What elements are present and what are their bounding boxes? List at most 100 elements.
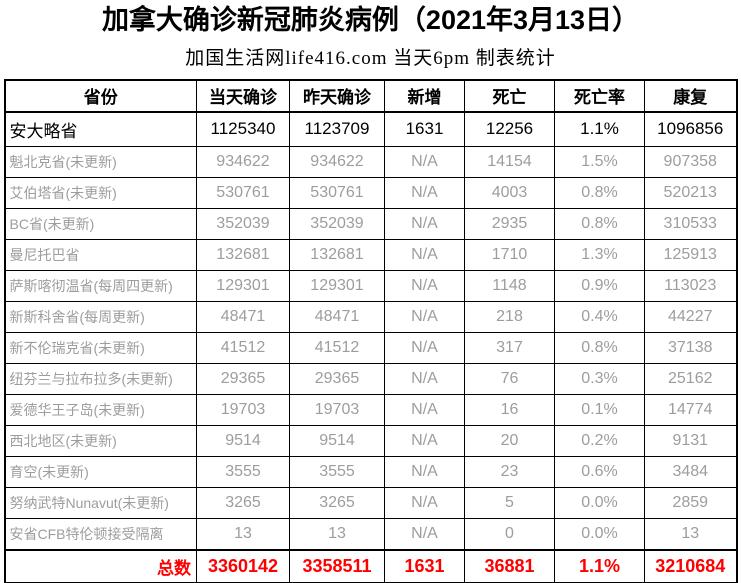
value-cell: 352039 <box>196 208 290 241</box>
value-cell: 29365 <box>289 363 385 396</box>
province-cell: 努纳武特Nunavut(未更新) <box>4 487 197 520</box>
value-cell: N/A <box>384 332 465 365</box>
table-row: 爱德华王子岛(未更新) 19703 19703 N/A 16 0.1% 14774 <box>4 394 737 427</box>
value-cell: 3210684 <box>644 548 737 583</box>
column-header-deaths: 死亡 <box>464 79 555 113</box>
value-cell: 0.2% <box>554 425 645 458</box>
value-cell: 76 <box>464 363 555 396</box>
value-cell: 352039 <box>289 208 385 241</box>
value-cell: 317 <box>464 332 555 365</box>
value-cell: 1631 <box>384 111 465 148</box>
value-cell: 0.8% <box>554 177 645 210</box>
value-cell: 41512 <box>196 332 290 365</box>
province-cell: 西北地区(未更新) <box>4 425 197 458</box>
value-cell: 2859 <box>644 487 737 520</box>
province-cell: 安省CFB特伦顿接受隔离 <box>4 518 197 551</box>
value-cell: 129301 <box>196 270 290 303</box>
value-cell: 23 <box>464 456 555 489</box>
table-row: 萨斯喀彻温省(每周四更新) 129301 129301 N/A 1148 0.9% 1130… <box>4 270 737 303</box>
value-cell: 0.6% <box>554 456 645 489</box>
value-cell: N/A <box>384 425 465 458</box>
value-cell: N/A <box>384 177 465 210</box>
province-cell: 艾伯塔省(未更新) <box>4 177 197 210</box>
value-cell: 907358 <box>644 146 737 179</box>
value-cell: N/A <box>384 518 465 551</box>
value-cell: 9131 <box>644 425 737 458</box>
value-cell: 12256 <box>464 111 555 148</box>
table-row: 新不伦瑞克省(未更新) 41512 41512 N/A 317 0.8% 37138 <box>4 332 737 365</box>
page-subtitle: 加国生活网life416.com 当天6pm 制表统计 <box>185 47 556 69</box>
province-cell: 爱德华王子岛(未更新) <box>4 394 197 427</box>
value-cell: 132681 <box>289 239 385 272</box>
value-cell: N/A <box>384 363 465 396</box>
column-header-province: 省份 <box>4 79 197 113</box>
value-cell: N/A <box>384 239 465 272</box>
province-cell: 育空(未更新) <box>4 456 197 489</box>
covid-stats-table: 省份 当天确诊 昨天确诊 新增 死亡 死亡率 康复 安大略省 1125340 112… <box>3 78 738 583</box>
value-cell: 3360142 <box>196 548 290 583</box>
page-title: 加拿大确诊新冠肺炎病例（2021年3月13日） <box>101 5 640 35</box>
value-cell: 48471 <box>196 301 290 334</box>
value-cell: 13 <box>644 518 737 551</box>
table-row: 努纳武特Nunavut(未更新) 3265 3265 N/A 5 0.0% 2859 <box>4 487 737 520</box>
value-cell: 5 <box>464 487 555 520</box>
table-row: BC省(未更新) 352039 352039 N/A 2935 0.8% 310533 <box>4 208 737 241</box>
value-cell: 520213 <box>644 177 737 210</box>
value-cell: 14774 <box>644 394 737 427</box>
value-cell: 37138 <box>644 332 737 365</box>
value-cell: 0.0% <box>554 487 645 520</box>
column-header-new: 新增 <box>384 79 465 113</box>
value-cell: 310533 <box>644 208 737 241</box>
value-cell: 1631 <box>384 548 465 583</box>
value-cell: 113023 <box>644 270 737 303</box>
value-cell: 4003 <box>464 177 555 210</box>
value-cell: 19703 <box>196 394 290 427</box>
value-cell: 3265 <box>289 487 385 520</box>
province-cell: 萨斯喀彻温省(每周四更新) <box>4 270 197 303</box>
province-cell: BC省(未更新) <box>4 208 197 241</box>
value-cell: N/A <box>384 456 465 489</box>
table-row: 曼尼托巴省 132681 132681 N/A 1710 1.3% 125913 <box>4 239 737 272</box>
table-row: 安省CFB特伦顿接受隔离 13 13 N/A 0 0.0% 13 <box>4 518 737 551</box>
value-cell: 1123709 <box>289 111 385 148</box>
value-cell: 530761 <box>196 177 290 210</box>
value-cell: 1.1% <box>554 548 645 583</box>
value-cell: 530761 <box>289 177 385 210</box>
value-cell: N/A <box>384 208 465 241</box>
province-cell: 曼尼托巴省 <box>4 239 197 272</box>
value-cell: 3484 <box>644 456 737 489</box>
value-cell: 9514 <box>196 425 290 458</box>
value-cell: 2935 <box>464 208 555 241</box>
table-row: 艾伯塔省(未更新) 530761 530761 N/A 4003 0.8% 520213 <box>4 177 737 210</box>
value-cell: 0.0% <box>554 518 645 551</box>
value-cell: 0.8% <box>554 332 645 365</box>
value-cell: 0.8% <box>554 208 645 241</box>
value-cell: 132681 <box>196 239 290 272</box>
table-row: 新斯科舍省(每周更新) 48471 48471 N/A 218 0.4% 44227 <box>4 301 737 334</box>
column-header-rate: 死亡率 <box>554 79 645 113</box>
value-cell: 16 <box>464 394 555 427</box>
value-cell: 25162 <box>644 363 737 396</box>
value-cell: 1096856 <box>644 111 737 148</box>
table-total-row: 总数 3360142 3358511 1631 36881 1.1% 3210684 <box>4 548 737 583</box>
value-cell: 0.3% <box>554 363 645 396</box>
value-cell: 1.3% <box>554 239 645 272</box>
table-header-row: 省份 当天确诊 昨天确诊 新增 死亡 死亡率 康复 <box>4 79 737 113</box>
table-row: 育空(未更新) 3555 3555 N/A 23 0.6% 3484 <box>4 456 737 489</box>
value-cell: N/A <box>384 146 465 179</box>
value-cell: 218 <box>464 301 555 334</box>
value-cell: 3265 <box>196 487 290 520</box>
value-cell: 1710 <box>464 239 555 272</box>
table-body: 安大略省 1125340 1123709 1631 12256 1.1% 1096856 魁北… <box>4 111 737 583</box>
value-cell: 1.1% <box>554 111 645 148</box>
table-row: 魁北克省(未更新) 934622 934622 N/A 14154 1.5% 907358 <box>4 146 737 179</box>
value-cell: 0.9% <box>554 270 645 303</box>
table-row: 纽芬兰与拉布拉多(未更新) 29365 29365 N/A 76 0.3% 25162 <box>4 363 737 396</box>
value-cell: 1125340 <box>196 111 290 148</box>
column-header-recovered: 康复 <box>644 79 737 113</box>
value-cell: 36881 <box>464 548 555 583</box>
province-cell: 纽芬兰与拉布拉多(未更新) <box>4 363 197 396</box>
value-cell: 14154 <box>464 146 555 179</box>
value-cell: N/A <box>384 301 465 334</box>
